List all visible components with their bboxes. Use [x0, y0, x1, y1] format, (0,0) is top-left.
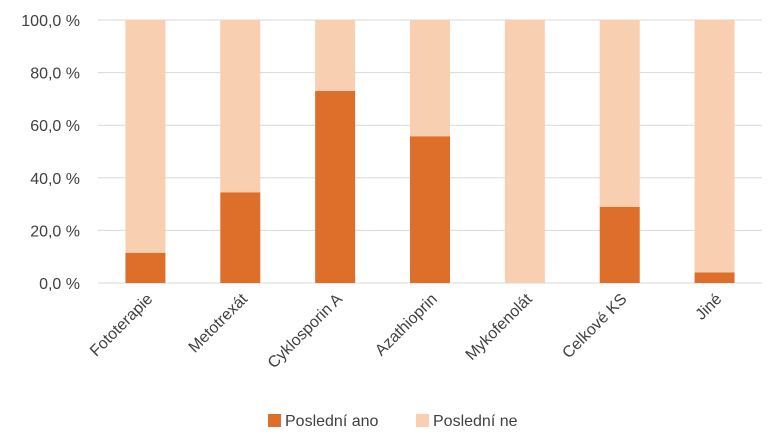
bar-posledni-ne [125, 20, 166, 253]
bar-posledni-ano [315, 91, 356, 283]
bar-posledni-ano [125, 252, 166, 283]
y-tick-label: 60,0 % [30, 118, 80, 135]
x-category-label: Celkové KS [559, 291, 630, 362]
x-category-label: Cyklosporin A [265, 291, 346, 372]
x-category-label: Jiné [693, 291, 726, 324]
y-tick-label: 40,0 % [30, 171, 80, 188]
bar-posledni-ano [220, 192, 261, 283]
bar-posledni-ano [410, 136, 450, 283]
x-axis-category-labels: Fototerapie Metotrexát Cyklosporin A Azathi… [87, 290, 725, 372]
legend-swatch [268, 414, 281, 427]
bar-posledni-ano [694, 272, 735, 283]
x-category-label: Azathioprin [372, 291, 441, 360]
legend-swatch [416, 414, 429, 427]
y-tick-label: 80,0 % [30, 66, 80, 83]
x-category-label: Fototerapie [87, 291, 156, 360]
bar-posledni-ne [504, 20, 545, 283]
x-category-label: Mykofenolát [463, 290, 536, 363]
y-tick-label: 100,0 % [21, 13, 80, 30]
bar-posledni-ne [315, 20, 356, 92]
bar-posledni-ne [220, 20, 261, 193]
legend-label: Poslední ano [285, 413, 379, 430]
bar-posledni-ne [599, 20, 640, 207]
y-tick-label: 20,0 % [30, 223, 80, 240]
bar-posledni-ne [694, 20, 735, 273]
bar-posledni-ano [599, 206, 640, 283]
bars [125, 20, 735, 283]
legend-label: Poslední ne [433, 413, 518, 430]
x-category-label: Metotrexát [186, 290, 252, 356]
legend: Poslední ano Poslední ne [268, 413, 518, 430]
bar-posledni-ne [410, 20, 450, 137]
y-tick-label: 0,0 % [39, 276, 80, 293]
y-axis-tick-labels: 0,0 % 20,0 % 40,0 % 60,0 % 80,0 % 100,0 % [21, 13, 80, 293]
